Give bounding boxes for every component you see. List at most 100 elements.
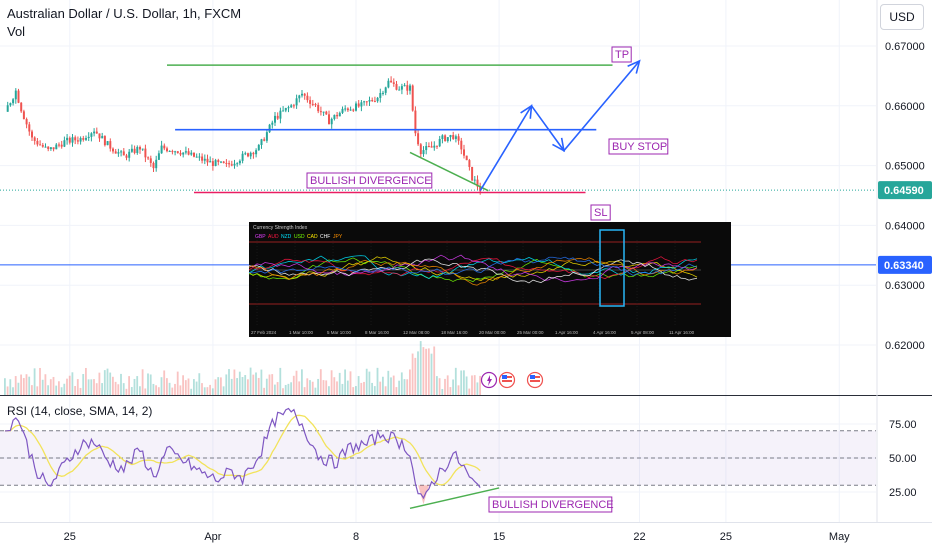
volume-bar [306,378,309,395]
candle-body [187,151,190,155]
candle-body [471,166,474,181]
candle-body [228,163,231,165]
flag-canton [502,375,507,379]
candle-body [90,133,93,137]
candle-body [36,140,39,145]
volume-bar [22,378,25,395]
rsi-tick-label: 25.00 [889,487,917,499]
arrow-head-up-1 [520,104,533,119]
volume-bar [209,384,211,395]
candle-body [95,131,98,134]
volume-bar [282,388,284,395]
candle-body [79,138,82,142]
volume-bar [95,383,98,395]
marked-price-tag: 0.63340 [884,260,924,272]
volume-bar [341,383,344,395]
currency-strength-inset: Currency Strength Index GBP AUD NZD USD CAD CH… [248,222,731,337]
lightning-glyph [487,375,492,386]
volume-bar [371,382,373,395]
volume-bar [365,368,368,395]
candle-body [357,103,360,107]
price-tick-label: 0.64000 [885,220,925,232]
volume-bar [12,387,14,395]
volume-bar [33,368,36,395]
price-tick-label: 0.63000 [885,280,925,292]
volume-bar [79,387,82,395]
volume-bar [179,385,182,395]
volume-bar [328,386,330,395]
time-tick-label: 15 [493,531,505,543]
volume-bar [446,375,449,395]
volume-bar [28,376,31,395]
inset-series [248,257,698,286]
label-buy-stop: BUY STOP [612,141,667,153]
volume-bar [295,370,298,395]
volume-bar [314,387,317,395]
volume-bar [476,382,479,395]
inset-series [248,256,698,276]
inset-title: Currency Strength Index [253,225,308,231]
candle-body [247,153,249,157]
candle-body [101,136,104,139]
candle-body [341,108,344,113]
candle-body [225,162,228,164]
rsi-ma-line [4,414,481,486]
volume-bar [133,378,136,395]
candle-body [263,139,266,141]
candle-body [311,103,314,105]
volume-bar [236,378,238,395]
inset-x-tick: 8 Mar 16:00 [365,330,390,335]
volume-bar [122,383,125,395]
volume-bar [241,377,244,395]
inset-series [248,255,698,280]
volume-bars [4,341,481,395]
volume-bar [60,387,63,395]
volume-bar [287,383,290,395]
arrow-head-down [552,137,565,153]
candle-body [390,80,393,83]
volume-bar [82,374,85,395]
candle-body [352,109,355,111]
candle-body [22,111,25,120]
candle-body [155,159,158,169]
volume-bar [168,382,171,395]
candle-body [166,148,168,152]
volume-bar [260,369,263,395]
volume-bar [276,382,279,395]
candle-body [255,150,258,155]
volume-bar [39,367,41,395]
candle-body [290,105,293,108]
candle-body [220,161,222,163]
projection-path [479,60,641,192]
candle-body [193,152,195,157]
rsi-tick-label: 50.00 [889,453,917,465]
volume-bar [438,378,441,395]
volume-bar [160,377,163,395]
candle-body [85,138,87,140]
candle-body [60,144,63,147]
candle-body [398,89,401,91]
candle-body [322,111,325,113]
candle-body [387,80,390,88]
candle-body [14,90,17,100]
currency-button[interactable]: USD [880,4,924,30]
candle-body [319,111,322,113]
candle-body [430,146,433,148]
candle-body [433,145,436,148]
volume-bar [198,373,201,395]
volume-bar [265,378,268,395]
volume-bar [460,370,463,395]
candle-body [468,160,471,167]
volume-bar [166,378,168,395]
event-icons[interactable] [480,371,544,389]
volume-bar [206,387,209,395]
volume-bar [384,386,387,395]
inset-legend-aud: AUD [268,234,279,240]
candle-body [6,105,9,112]
candle-body [49,147,52,150]
candle-body [473,179,476,181]
candle-body [190,152,193,155]
volume-bar [76,379,79,395]
candle-body [168,151,171,153]
